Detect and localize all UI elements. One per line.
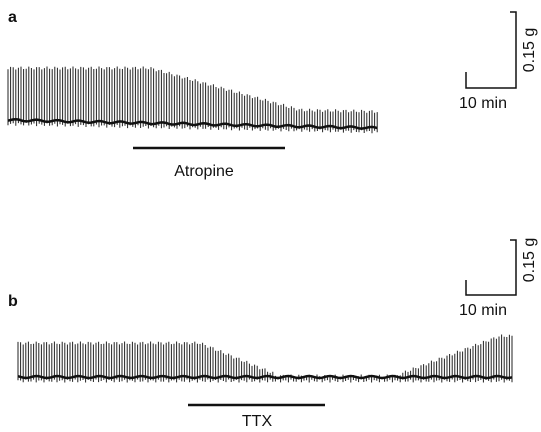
trace (17, 334, 513, 383)
scale-time: 10 min (459, 95, 507, 112)
scale-bar (465, 11, 517, 89)
scale-force: 0.15 g (521, 28, 538, 72)
scale-force: 0.15 g (521, 238, 538, 282)
trace-baseline (7, 117, 378, 130)
scale-time: 10 min (459, 302, 507, 319)
treatment-label: TTX (242, 413, 273, 430)
treatment-label: Atropine (174, 163, 234, 180)
panel-label: a (8, 9, 17, 26)
panel-label: b (8, 293, 18, 310)
trace-baseline (17, 374, 513, 380)
scale-bar (465, 239, 517, 296)
trace (7, 66, 378, 134)
